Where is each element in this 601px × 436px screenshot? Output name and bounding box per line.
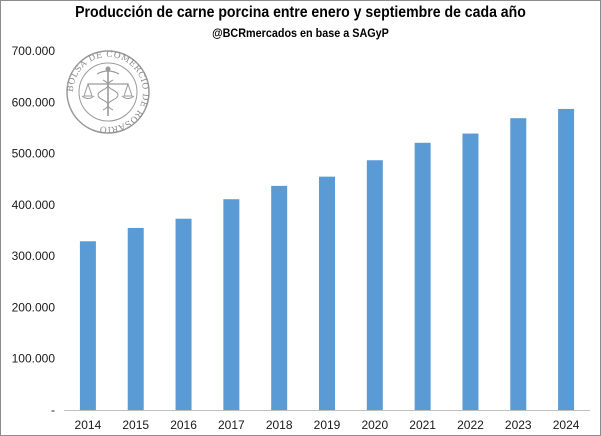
bar-2023 (510, 118, 527, 410)
y-tick-label: 400.000 (12, 198, 56, 212)
x-tick-label: 2023 (505, 418, 532, 432)
bar-2019 (319, 176, 335, 410)
y-tick-label: 300.000 (12, 249, 56, 263)
bar-2022 (462, 133, 479, 410)
chart-subtitle: @BCRmercados en base a SAGyP (212, 26, 389, 40)
y-tick-label: 100.000 (12, 352, 56, 366)
bar-2017 (223, 199, 240, 410)
bar-2015 (127, 227, 144, 410)
x-tick-label: 2022 (457, 418, 484, 432)
x-tick-label: 2018 (266, 418, 293, 432)
x-axis: 2014 2015 2016 2017 2018 2019 2020 2021 2022 2023… (75, 418, 580, 432)
x-tick-label: 2019 (314, 418, 341, 432)
y-tick-label: 600.000 (12, 95, 56, 109)
x-tick-label: 2024 (553, 418, 580, 432)
bar-2021 (414, 142, 431, 410)
bar-series (79, 108, 575, 411)
x-tick-label: 2015 (122, 418, 149, 432)
bar-2014 (79, 241, 96, 410)
x-tick-label: 2020 (361, 418, 388, 432)
y-tick-label: 700.000 (12, 44, 56, 58)
y-axis: - 100.000 200.000 300.000 400.000 500.000 600.… (12, 44, 56, 417)
chart-title: Producción de carne porcina entre enero … (75, 4, 526, 21)
bar-2020 (366, 160, 383, 410)
x-tick-label: 2014 (75, 418, 102, 432)
x-tick-label: 2016 (170, 418, 197, 432)
bar-2018 (271, 185, 288, 410)
y-tick-label: - (51, 403, 55, 417)
bar-2016 (175, 218, 192, 410)
y-tick-label: 500.000 (12, 147, 56, 161)
y-tick-label: 200.000 (12, 300, 56, 314)
bar-2024 (558, 108, 575, 411)
x-tick-label: 2017 (218, 418, 245, 432)
bcr-seal-logo: BOLSA DE COMERCIO DE ROSARIO (66, 50, 150, 134)
x-tick-label: 2021 (409, 418, 436, 432)
